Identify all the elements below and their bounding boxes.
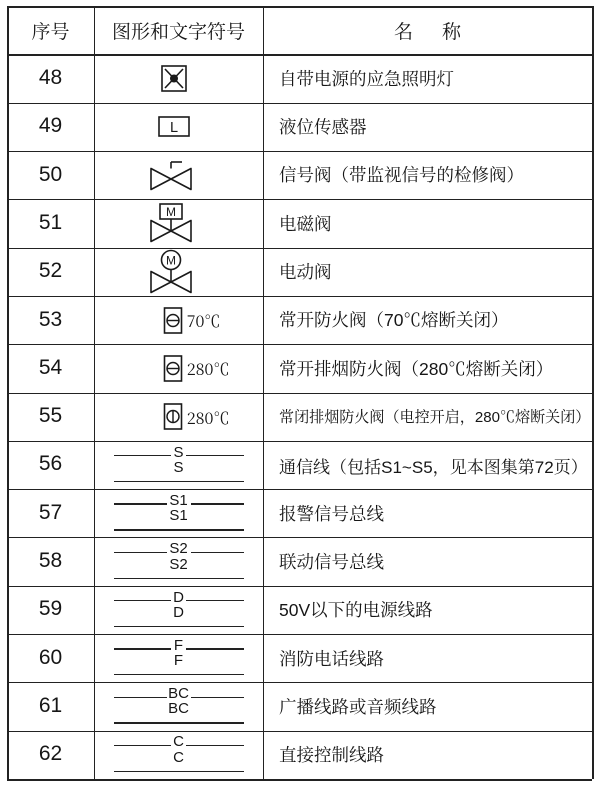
svg-text:M: M bbox=[166, 253, 176, 267]
svg-text:L: L bbox=[169, 120, 177, 136]
svg-text:M: M bbox=[166, 205, 176, 219]
